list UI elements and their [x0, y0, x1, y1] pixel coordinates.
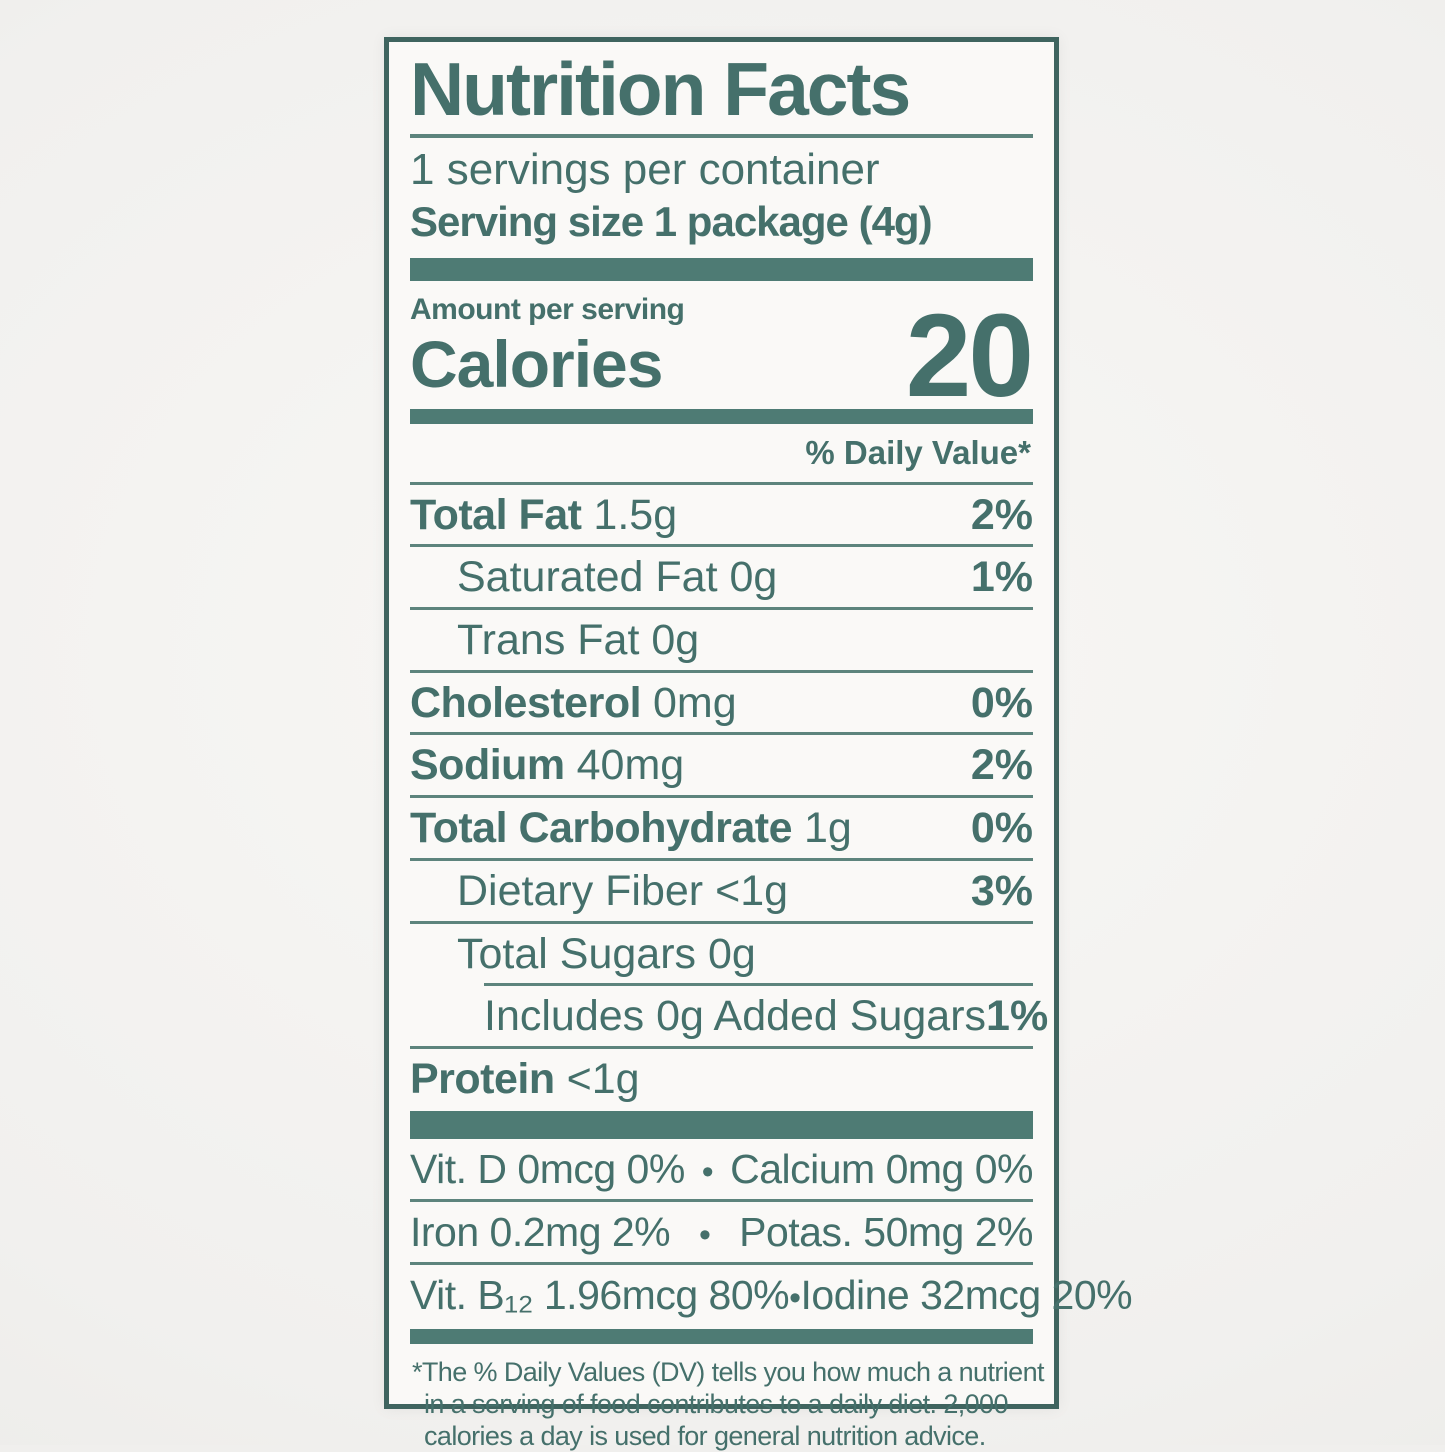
- medium-divider: [410, 1328, 1033, 1344]
- bullet-separator: •: [698, 1215, 711, 1254]
- daily-value-header: % Daily Value*: [805, 433, 1031, 471]
- divider: [410, 1261, 1033, 1265]
- nutrient-row-sodium: Sodium 40mg 2%: [410, 735, 1033, 795]
- amount-per-serving-label: Amount per serving: [410, 292, 685, 326]
- footnote-line: calories a day is used for general nutri…: [424, 1420, 986, 1451]
- micronutrient-row-b12-iodine: Vit. B₁₂ 1.96mcg 80% • Iodine 32mcg 20%: [410, 1265, 1133, 1325]
- divider: [410, 732, 1033, 736]
- nutrient-name: Trans Fat: [457, 616, 640, 665]
- micronutrient-row-vitd-calcium: Vit. D 0mcg 0% • Calcium 0mg 0%: [410, 1139, 1033, 1199]
- nutrient-amount: 0g: [729, 553, 778, 602]
- nutrient-name: Total Sugars: [457, 929, 697, 978]
- nutrient-row-added-sugars: Includes 0g Added Sugars 1%: [410, 986, 1048, 1046]
- nutrient-amount: 0g: [707, 929, 756, 978]
- calories-section: Amount per serving Calories 20: [410, 281, 1034, 422]
- calories-value: 20: [905, 289, 1034, 422]
- divider: [410, 920, 1033, 924]
- nutrient-amount: 40mg: [576, 741, 685, 790]
- nutrient-row-cholesterol: Cholesterol 0mg 0%: [410, 673, 1033, 733]
- nutrient-row-total-fat: Total Fat 1.5g 2%: [410, 485, 1033, 545]
- daily-value-footnote: *The % Daily Values (DV) tells you how m…: [410, 1344, 1044, 1452]
- nutrient-row-protein: Protein <1g: [410, 1049, 1033, 1109]
- nutrient-amount: <1g: [715, 866, 789, 915]
- micronutrient-row-iron-potassium: Iron 0.2mg 2% • Potas. 50mg 2%: [410, 1202, 1033, 1262]
- nutrient-name: Total Carbohydrate: [410, 804, 793, 853]
- micronutrient-right: Iodine 32mcg 20%: [800, 1271, 1133, 1318]
- divider-indented: [484, 983, 1033, 987]
- nutrient-row-trans-fat: Trans Fat 0g: [410, 610, 1033, 670]
- nutrient-amount: 0g: [651, 616, 700, 665]
- footnote-line: *The % Daily Values (DV) tells you how m…: [412, 1356, 1044, 1387]
- divider: [410, 134, 1033, 138]
- servings-per-container: 1 servings per container: [410, 145, 880, 194]
- serving-size: Serving size 1 package (4g): [410, 198, 933, 246]
- micronutrient-left: Vit. D 0mcg 0%: [410, 1145, 685, 1192]
- divider: [410, 795, 1033, 799]
- nutrient-dv: 3%: [970, 866, 1033, 915]
- bullet-separator: •: [701, 1152, 714, 1191]
- nutrient-name: Cholesterol: [410, 678, 642, 727]
- divider: [410, 1198, 1033, 1202]
- nutrient-dv: 0%: [970, 678, 1033, 727]
- divider: [410, 481, 1033, 485]
- nutrient-dv: 1%: [986, 992, 1049, 1041]
- divider: [410, 544, 1033, 548]
- nutrient-row-total-sugars: Total Sugars 0g: [410, 924, 1033, 984]
- nutrient-row-saturated-fat: Saturated Fat 0g 1%: [410, 547, 1033, 607]
- micronutrient-left: Iron 0.2mg 2%: [410, 1208, 671, 1255]
- medium-divider: [410, 408, 1033, 424]
- nutrient-dv: 2%: [970, 741, 1033, 790]
- nutrient-row-dietary-fiber: Dietary Fiber <1g 3%: [410, 861, 1033, 921]
- nutrient-name: Protein: [410, 1055, 555, 1104]
- nutrition-facts-label: Nutrition Facts 1 servings per container…: [384, 37, 1133, 1451]
- divider: [410, 669, 1033, 673]
- nutrient-row-total-carbohydrate: Total Carbohydrate 1g 0%: [410, 798, 1033, 858]
- nutrient-amount: 1.5g: [593, 490, 678, 539]
- nutrient-name: Includes 0g Added Sugars: [484, 992, 987, 1041]
- nutrient-dv: 0%: [970, 804, 1033, 853]
- footnote-line: in a serving of food contributes to a da…: [424, 1388, 1008, 1419]
- divider: [410, 1046, 1033, 1050]
- nutrient-name: Total Fat: [410, 490, 582, 539]
- bullet-separator: •: [789, 1278, 801, 1317]
- nutrient-amount: <1g: [566, 1055, 640, 1104]
- micronutrient-right: Potas. 50mg 2%: [739, 1208, 1033, 1255]
- micronutrient-right: Calcium 0mg 0%: [730, 1145, 1033, 1192]
- label-title: Nutrition Facts: [410, 47, 911, 131]
- nutrient-dv: 2%: [970, 490, 1033, 539]
- calories-label: Calories: [410, 326, 663, 401]
- nutrient-dv: 1%: [970, 553, 1033, 602]
- divider: [410, 607, 1033, 611]
- thick-divider: [410, 1110, 1033, 1139]
- nutrient-name: Dietary Fiber: [457, 866, 704, 915]
- thick-divider: [410, 257, 1033, 281]
- divider: [410, 857, 1033, 861]
- nutrient-name: Saturated Fat: [457, 553, 718, 602]
- nutrient-amount: 1g: [803, 804, 852, 853]
- nutrient-amount: 0mg: [653, 678, 737, 727]
- nutrient-name: Sodium: [410, 741, 565, 790]
- micronutrient-left: Vit. B₁₂ 1.96mcg 80%: [410, 1271, 790, 1318]
